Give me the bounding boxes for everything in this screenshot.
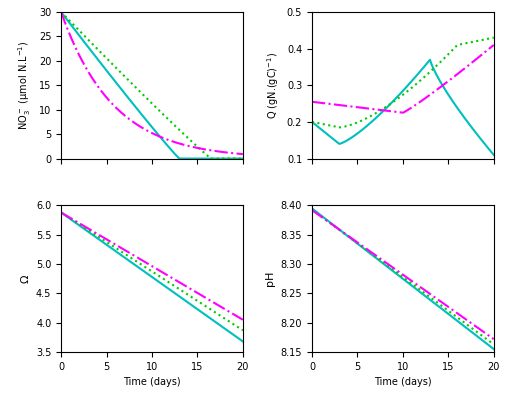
Y-axis label: pH: pH (265, 271, 275, 286)
Y-axis label: Ω: Ω (20, 274, 31, 283)
Y-axis label: Q (gN.(gC)$^{-1}$): Q (gN.(gC)$^{-1}$) (266, 52, 281, 119)
X-axis label: Time (days): Time (days) (374, 377, 432, 387)
X-axis label: Time (days): Time (days) (123, 377, 181, 387)
Y-axis label: NO$_3^-$ (μmol N.L$^{-1}$): NO$_3^-$ (μmol N.L$^{-1}$) (16, 41, 33, 130)
